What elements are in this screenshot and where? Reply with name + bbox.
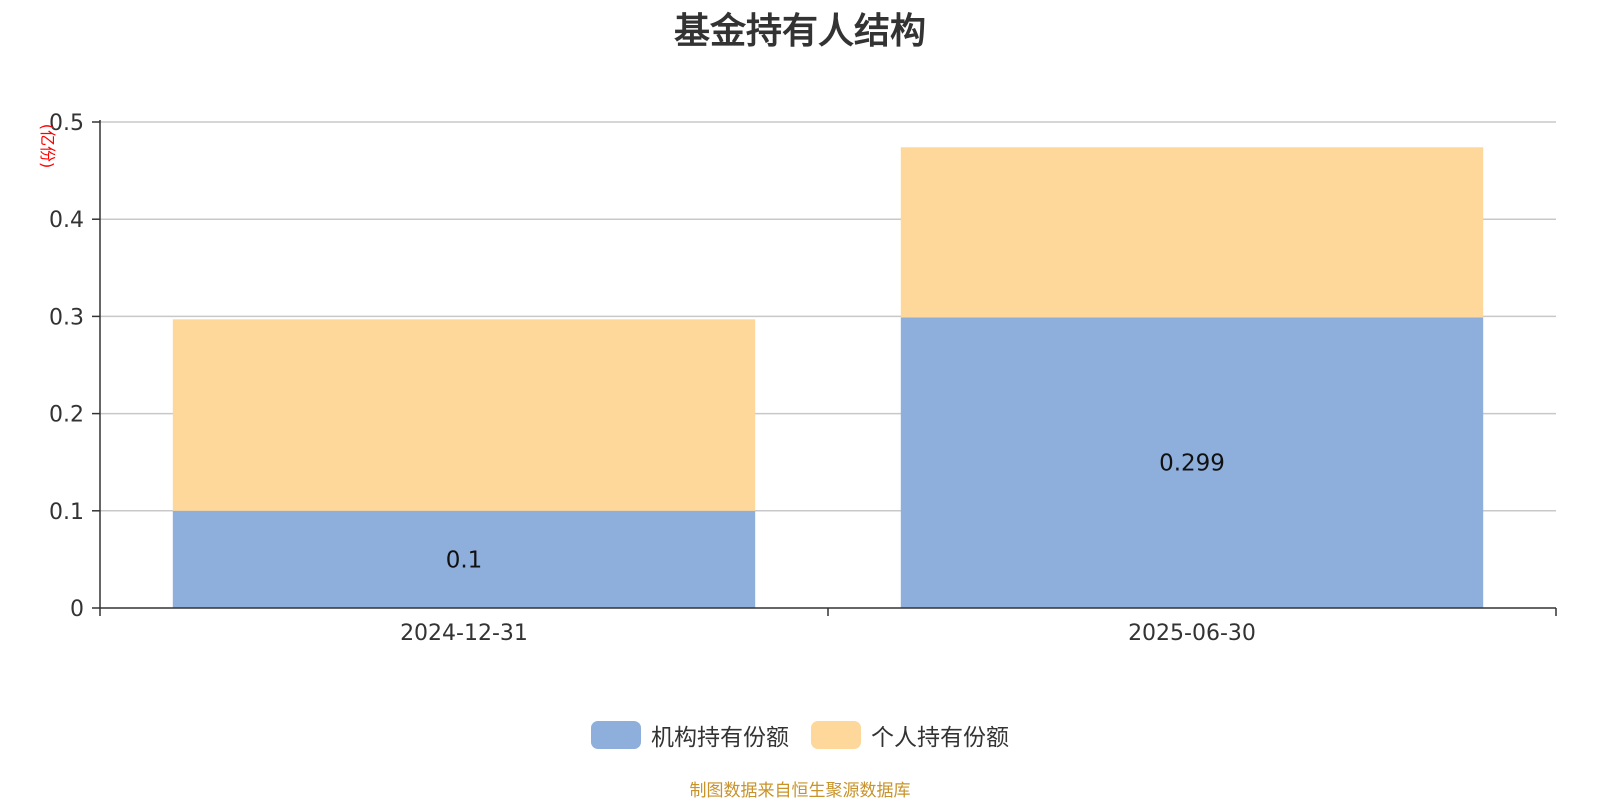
bar-segment-individual	[172, 319, 756, 511]
labels: 0 0.1 0.2 0.3 0.4 0.5 0.1 2024-12-31 0.299 2025-0…	[49, 111, 1256, 646]
data-label: 0.299	[1159, 451, 1225, 477]
bar-chart: 0 0.1 0.2 0.3 0.4 0.5 0.1 2024-12-31 0.299 2025-0…	[38, 111, 1557, 646]
legend-item-institution[interactable]: 机构持有份额	[591, 718, 789, 752]
bars	[172, 147, 1484, 608]
y-tick-label: 0.4	[49, 208, 84, 233]
y-tick-label: 0	[70, 597, 84, 622]
bar-segment-institution	[172, 510, 756, 608]
legend-item-individual[interactable]: 个人持有份额	[811, 718, 1009, 752]
axes	[92, 120, 1557, 616]
y-tick-label: 0.5	[49, 111, 84, 136]
legend: 机构持有份额 个人持有份额	[0, 718, 1600, 752]
data-label: 0.1	[446, 547, 483, 573]
y-tick-label: 0.3	[49, 305, 84, 330]
chart-title: 基金持有人结构	[673, 11, 926, 52]
bar-segment-institution	[900, 317, 1484, 608]
x-tick-label: 2024-12-31	[400, 621, 528, 646]
legend-swatch	[591, 721, 641, 749]
y-tick-label: 0.1	[49, 500, 84, 525]
y-axis-unit-label: (亿份)	[38, 124, 57, 169]
bar-segment-individual	[900, 147, 1484, 318]
legend-label: 个人持有份额	[871, 725, 1009, 751]
legend-label: 机构持有份额	[651, 725, 789, 751]
y-tick-label: 0.2	[49, 403, 84, 428]
source-note: 制图数据来自恒生聚源数据库	[689, 781, 911, 801]
x-tick-label: 2025-06-30	[1128, 621, 1256, 646]
legend-swatch	[811, 721, 861, 749]
